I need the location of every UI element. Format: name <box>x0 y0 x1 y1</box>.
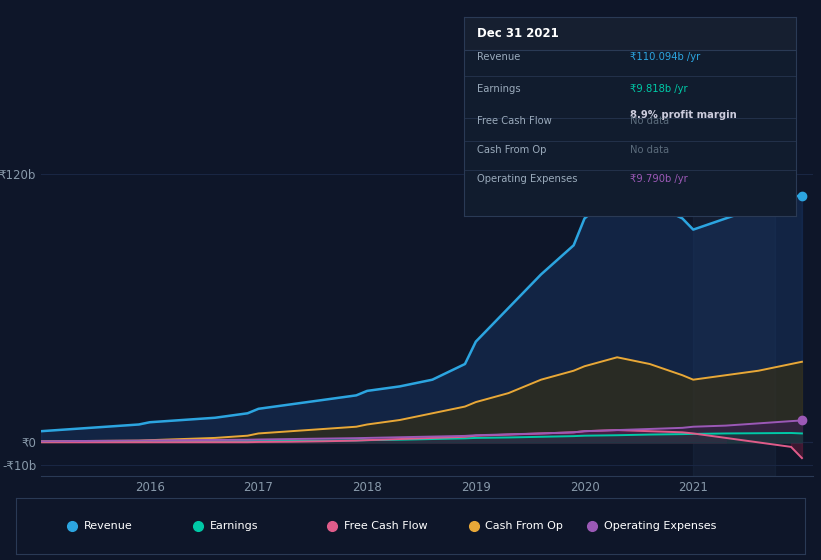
Text: ₹9.818b /yr: ₹9.818b /yr <box>631 85 688 95</box>
Text: 8.9% profit margin: 8.9% profit margin <box>631 110 737 120</box>
Text: ₹110.094b /yr: ₹110.094b /yr <box>631 52 700 62</box>
Text: Operating Expenses: Operating Expenses <box>477 174 578 184</box>
Text: Cash From Op: Cash From Op <box>477 145 547 155</box>
Text: Dec 31 2021: Dec 31 2021 <box>477 27 559 40</box>
Text: Cash From Op: Cash From Op <box>485 521 563 531</box>
Text: Free Cash Flow: Free Cash Flow <box>477 116 552 126</box>
Bar <box>693 140 775 476</box>
Text: No data: No data <box>631 145 669 155</box>
Text: Earnings: Earnings <box>209 521 258 531</box>
Text: Earnings: Earnings <box>477 85 521 95</box>
Text: Operating Expenses: Operating Expenses <box>603 521 716 531</box>
Bar <box>464 17 796 50</box>
Text: Revenue: Revenue <box>477 52 521 62</box>
Text: Revenue: Revenue <box>84 521 132 531</box>
Text: ₹9.790b /yr: ₹9.790b /yr <box>631 174 688 184</box>
Text: Free Cash Flow: Free Cash Flow <box>343 521 427 531</box>
Text: No data: No data <box>631 116 669 126</box>
